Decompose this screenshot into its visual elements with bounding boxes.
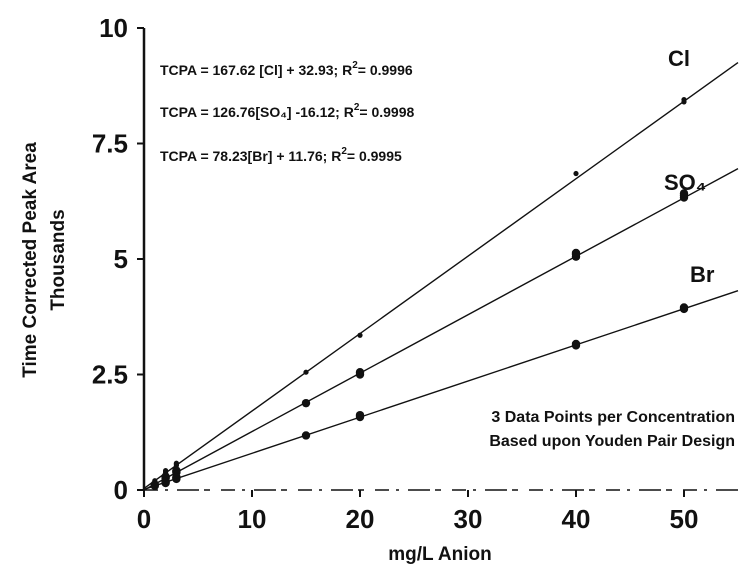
equation-text: TCPA = 167.62 [Cl] + 32.93; R2= 0.9996 (160, 60, 413, 78)
y-tick-label: 7.5 (92, 129, 128, 159)
data-point (173, 460, 179, 466)
x-tick-label: 0 (137, 504, 151, 534)
data-point (679, 189, 689, 198)
fit-line (143, 61, 739, 490)
fit-line (143, 290, 739, 491)
x-tick-label: 50 (670, 504, 699, 534)
design-note-line: 3 Data Points per Concentration (491, 409, 735, 426)
y-tick-label: 5 (114, 244, 128, 274)
y-axis-subtitle: Thousands (48, 209, 69, 310)
fit-lines (143, 61, 739, 491)
y-axis-title: Time Corrected Peak Area (20, 142, 41, 378)
equation-superscript: 2 (354, 102, 360, 113)
data-point (163, 467, 169, 474)
regression-equations: TCPA = 167.62 [Cl] + 32.93; R2= 0.9996TC… (160, 60, 414, 164)
design-note-line: Based upon Youden Pair Design (489, 433, 735, 450)
data-point (573, 170, 579, 177)
data-point (301, 398, 311, 408)
data-point (172, 466, 181, 475)
data-point (172, 472, 181, 482)
series-labels: Cl SO₄ Br (664, 46, 715, 287)
equation-text: TCPA = 78.23[Br] + 11.76; R2= 0.9995 (160, 146, 402, 164)
equation-superscript: 2 (341, 146, 347, 157)
data-point (355, 410, 365, 420)
data-point (301, 431, 311, 440)
y-tick-label: 0 (114, 475, 128, 505)
y-tick-label: 10 (99, 13, 128, 43)
series-label: SO₄ (664, 170, 706, 195)
series-label: Cl (668, 46, 690, 71)
data-points (150, 97, 689, 491)
series-label: Br (690, 262, 715, 287)
data-point (303, 369, 309, 375)
x-tick-label: 30 (454, 504, 483, 534)
equation-suffix: = 0.9996 (358, 62, 413, 78)
x-ticks: 0 10 20 30 40 50 (137, 490, 699, 534)
equation-prefix: TCPA = 126.76[SO₄] -16.12; R (160, 104, 354, 120)
x-tick-label: 10 (238, 504, 267, 534)
data-point (679, 303, 689, 312)
data-point (161, 477, 170, 486)
x-tick-label: 20 (346, 504, 375, 534)
data-point (681, 97, 687, 103)
x-axis-title: mg/L Anion (388, 544, 491, 565)
equation-suffix: = 0.9998 (359, 104, 414, 120)
design-note: 3 Data Points per Concentration Based upo… (489, 409, 735, 450)
x-tick-label: 40 (562, 504, 591, 534)
y-tick-label: 2.5 (92, 360, 128, 390)
fit-line (143, 168, 739, 491)
equation-superscript: 2 (352, 60, 358, 71)
equation-suffix: = 0.9995 (347, 148, 402, 164)
equation-prefix: TCPA = 167.62 [Cl] + 32.93; R (160, 62, 352, 78)
data-point (150, 481, 159, 491)
data-point (357, 332, 363, 338)
data-point (355, 367, 365, 377)
data-point (571, 248, 581, 258)
y-ticks: 0 2.5 5 7.5 10 (92, 13, 144, 505)
data-point (571, 339, 581, 349)
equation-prefix: TCPA = 78.23[Br] + 11.76; R (160, 148, 341, 164)
equation-text: TCPA = 126.76[SO₄] -16.12; R2= 0.9998 (160, 102, 414, 120)
